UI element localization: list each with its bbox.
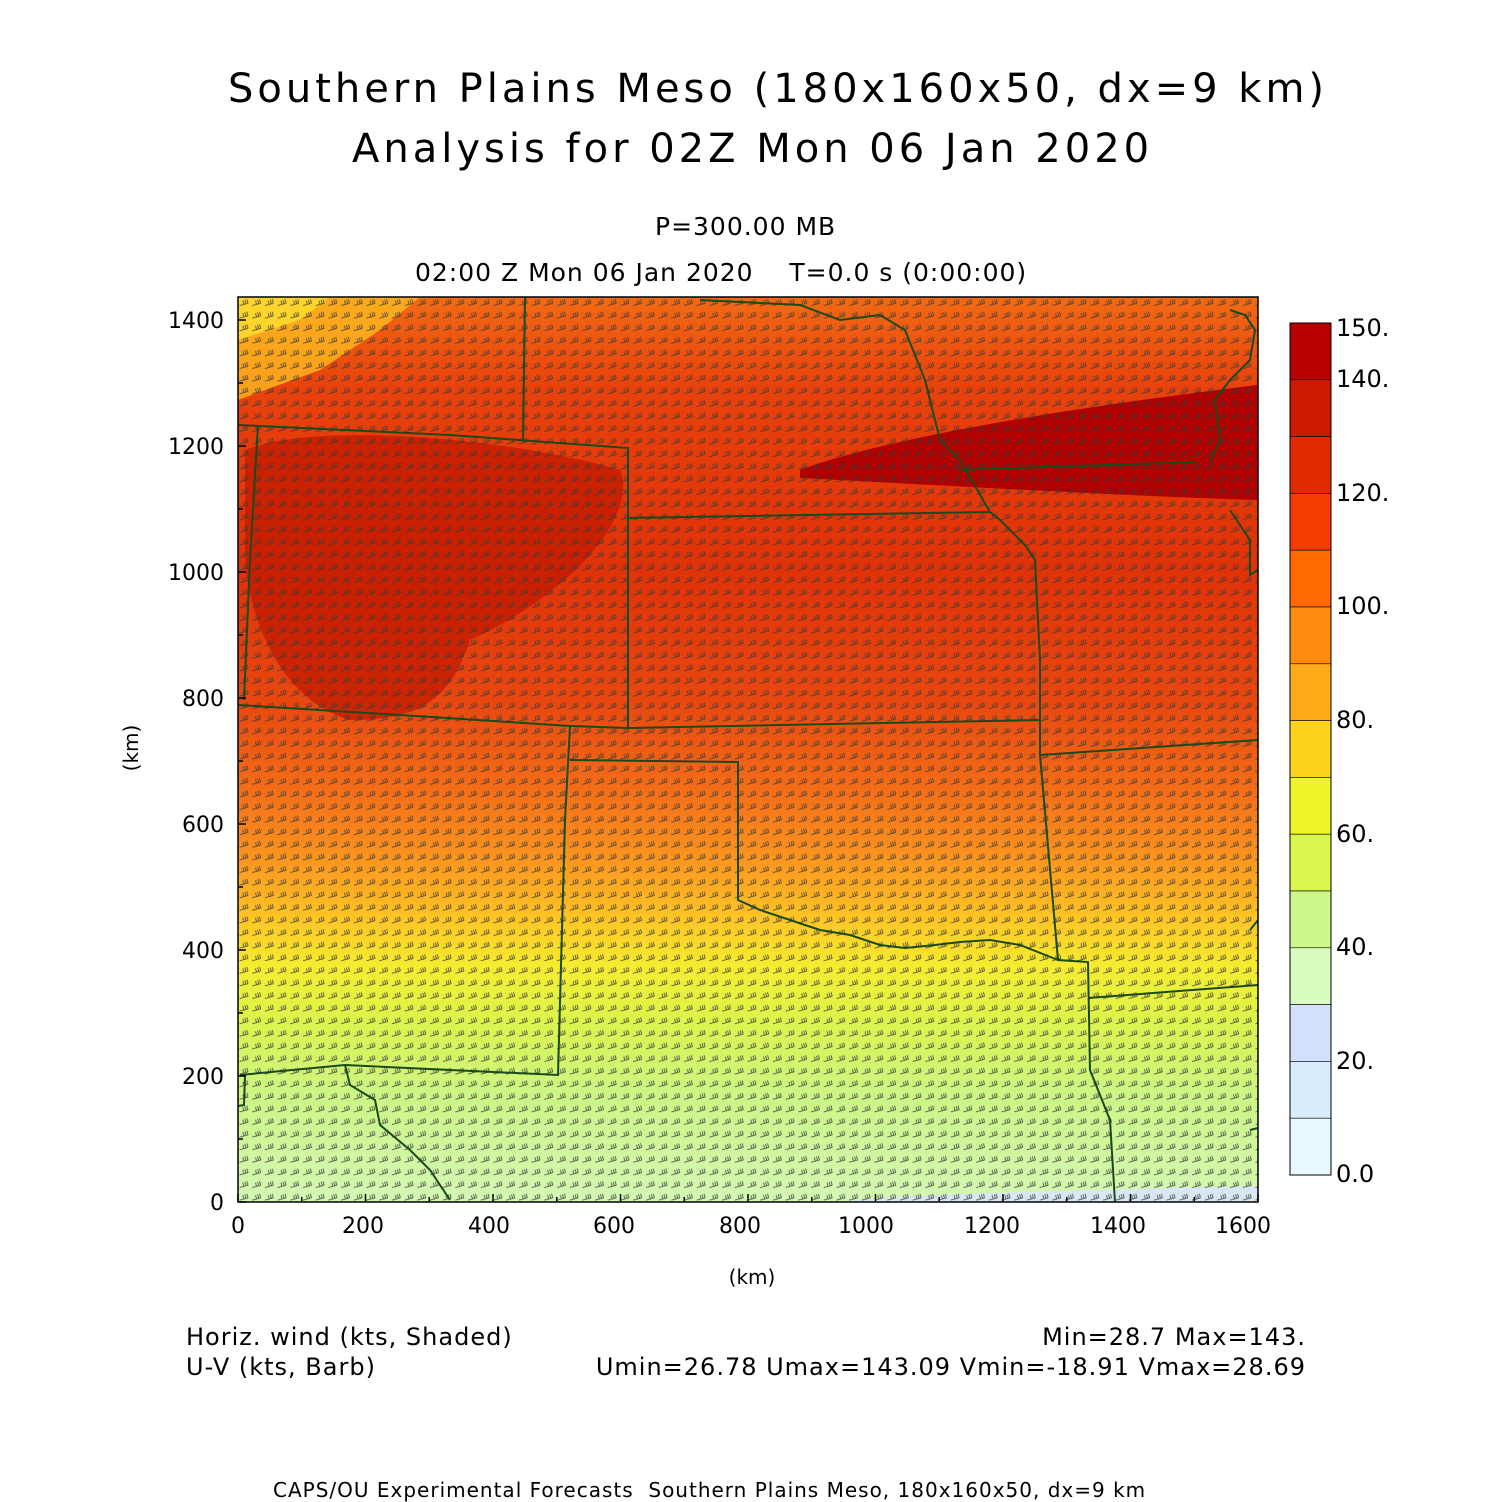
colorbar <box>1289 322 1332 1176</box>
y-tick-label: 1400 <box>168 309 224 334</box>
colorbar-label: 150. <box>1336 314 1389 342</box>
colorbar-swatch <box>1289 322 1332 381</box>
y-tick-label: 1200 <box>168 435 224 460</box>
x-tick-label: 600 <box>593 1214 635 1239</box>
colorbar-swatch <box>1289 1004 1332 1062</box>
colorbar-swatch <box>1289 379 1332 437</box>
valid-time: 02:00 Z Mon 06 Jan 2020 T=0.0 s (0:00:00… <box>415 258 1028 287</box>
y-tick-label: 800 <box>182 687 224 712</box>
x-tick-label: 1400 <box>1090 1214 1146 1239</box>
colorbar-label: 40. <box>1336 933 1374 961</box>
colorbar-label: 100. <box>1336 592 1389 620</box>
y-tick-label: 600 <box>182 813 224 838</box>
uv-stats: Umin=26.78 Umax=143.09 Vmin=-18.91 Vmax=… <box>595 1353 1306 1381</box>
colorbar-swatch <box>1289 436 1332 494</box>
y-tick-label: 1000 <box>168 561 224 586</box>
colorbar-swatch <box>1289 606 1332 665</box>
colorbar-swatch <box>1289 1061 1332 1119</box>
y-tick-label: 200 <box>182 1065 224 1090</box>
colorbar-label: 0.0 <box>1336 1160 1374 1188</box>
x-tick-label: 1000 <box>838 1214 894 1239</box>
colorbar-swatch <box>1289 833 1332 892</box>
colorbar-label: 20. <box>1336 1047 1374 1075</box>
title-line-1: Southern Plains Meso (180x160x50, dx=9 k… <box>228 66 1329 112</box>
colorbar-swatch <box>1289 947 1332 1005</box>
barb-field-label: U-V (kts, Barb) <box>186 1353 376 1381</box>
colorbar-swatch <box>1289 1117 1332 1176</box>
colorbar-label: 80. <box>1336 706 1374 734</box>
x-tick-label: 200 <box>342 1214 384 1239</box>
footer-credit: CAPS/OU Experimental Forecasts Southern … <box>273 1478 1147 1502</box>
shaded-field-label: Horiz. wind (kts, Shaded) <box>186 1323 513 1351</box>
colorbar-swatch <box>1289 663 1332 721</box>
y-tick-label: 400 <box>182 939 224 964</box>
pressure-level: P=300.00 MB <box>655 212 837 241</box>
colorbar-swatch <box>1289 549 1332 608</box>
y-axis-label: (km) <box>119 725 143 772</box>
x-tick-label: 0 <box>231 1214 245 1239</box>
x-tick-label: 1600 <box>1215 1214 1271 1239</box>
title-line-2: Analysis for 02Z Mon 06 Jan 2020 <box>352 126 1154 172</box>
colorbar-label: 60. <box>1336 820 1374 848</box>
x-tick-label: 400 <box>468 1214 510 1239</box>
x-tick-label: 800 <box>719 1214 761 1239</box>
x-axis-label: (km) <box>729 1265 776 1289</box>
colorbar-label: 140. <box>1336 365 1389 393</box>
colorbar-swatch <box>1289 720 1332 778</box>
colorbar-label: 120. <box>1336 479 1389 507</box>
x-tick-label: 1200 <box>964 1214 1020 1239</box>
min-max-stats: Min=28.7 Max=143. <box>1042 1323 1306 1351</box>
colorbar-swatch <box>1289 890 1332 949</box>
colorbar-swatch <box>1289 493 1332 551</box>
y-tick-label: 0 <box>210 1191 224 1216</box>
colorbar-swatch <box>1289 777 1332 835</box>
